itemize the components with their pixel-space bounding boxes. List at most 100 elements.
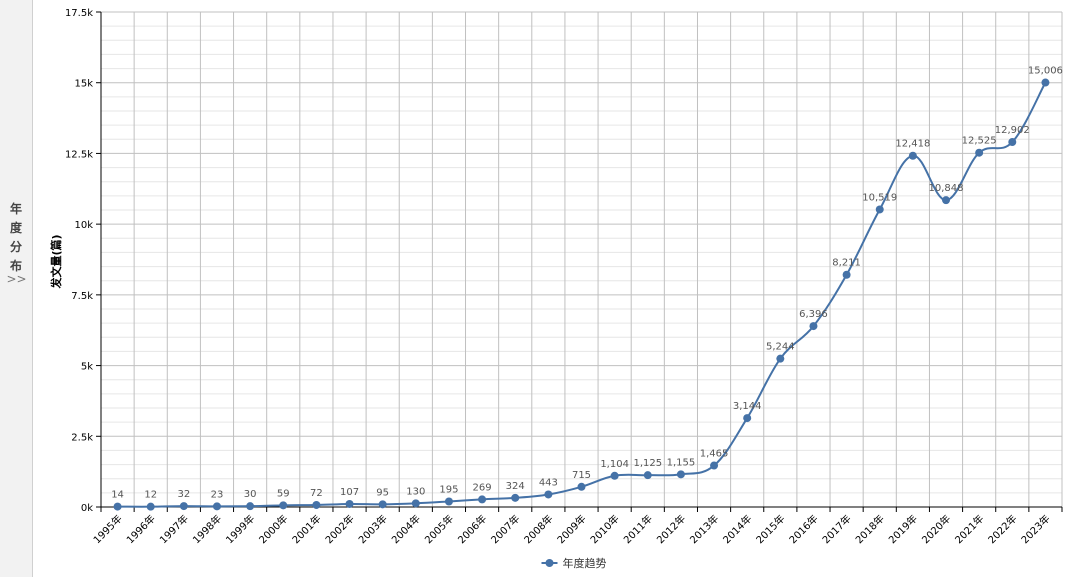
axes	[100, 12, 1062, 508]
legend[interactable]: 年度趋势	[541, 556, 607, 570]
x-tick-label: 2014年	[720, 512, 754, 546]
data-labels: 14 12 32 23 30 59 72 107 95 130 195 269 324 443 715 1,1…	[111, 66, 1063, 501]
data-point[interactable]	[577, 482, 586, 491]
data-label: 12,418	[895, 139, 930, 150]
data-point[interactable]	[511, 493, 520, 502]
data-label: 14	[111, 490, 124, 501]
tab-char: 年	[9, 202, 23, 216]
tab-char: 布	[9, 259, 23, 273]
data-label: 8,211	[832, 258, 861, 269]
data-point[interactable]	[743, 414, 752, 423]
x-tick-label: 2011年	[621, 512, 655, 546]
data-point[interactable]	[809, 322, 818, 331]
x-tick-label: 2020年	[919, 512, 953, 546]
data-point[interactable]	[1041, 78, 1050, 87]
data-point[interactable]	[312, 500, 321, 509]
x-tick-label: 2009年	[554, 512, 588, 546]
x-tick-label: 1996年	[124, 512, 158, 546]
data-label: 10,848	[929, 183, 964, 194]
data-label: 1,104	[600, 459, 629, 470]
y-tick-label: 10k	[74, 220, 93, 231]
data-label: 195	[439, 484, 458, 495]
series-line	[117, 82, 1047, 508]
data-point[interactable]	[444, 497, 453, 506]
y-tick-label: 15k	[74, 79, 93, 90]
data-point[interactable]	[246, 502, 255, 511]
data-label: 12	[144, 490, 157, 501]
x-tick-label: 2008年	[521, 512, 555, 546]
x-tick-label: 2001年	[289, 512, 323, 546]
x-tick-label: 2017年	[819, 512, 853, 546]
x-tick-label: 2006年	[455, 512, 489, 546]
x-tick-label: 2000年	[256, 512, 290, 546]
x-tick-label: 2010年	[587, 512, 621, 546]
legend-label: 年度趋势	[563, 556, 607, 570]
data-label: 10,519	[862, 192, 897, 203]
data-point[interactable]	[610, 471, 619, 480]
x-axis-ticks: 1995年 1996年 1997年 1998年 1999年 2000年 2001年 2002年…	[90, 507, 1063, 546]
x-tick-label: 1999年	[223, 512, 257, 546]
tab-char: 分	[9, 240, 23, 254]
data-point[interactable]	[146, 502, 155, 511]
x-tick-label: 1995年	[90, 512, 124, 546]
data-point[interactable]	[478, 495, 487, 504]
data-label: 12,525	[962, 136, 997, 147]
y-axis-title: 发文量(篇)	[49, 234, 63, 289]
data-point[interactable]	[345, 499, 354, 508]
data-point[interactable]	[411, 499, 420, 508]
minor-grid	[101, 25, 1062, 494]
x-tick-label: 2013年	[687, 512, 721, 546]
data-label: 443	[539, 477, 558, 488]
data-label: 12,902	[995, 125, 1030, 136]
x-tick-label: 2004年	[389, 512, 423, 546]
expand-chevron-icon[interactable]: >>	[6, 272, 27, 286]
data-label: 130	[406, 486, 425, 497]
data-point[interactable]	[113, 502, 122, 511]
y-tick-label: 0k	[81, 503, 93, 514]
data-label: 6,396	[799, 309, 828, 320]
data-label: 1,155	[667, 457, 696, 468]
y-tick-label: 7.5k	[71, 291, 93, 302]
year-distribution-tab[interactable]: 年 度 分 布 >>	[0, 0, 33, 577]
x-tick-label: 1997年	[157, 512, 191, 546]
data-point[interactable]	[710, 461, 719, 470]
data-point[interactable]	[676, 470, 685, 479]
data-point[interactable]	[179, 502, 188, 511]
data-label: 1,465	[700, 449, 729, 460]
y-tick-label: 5k	[81, 362, 93, 373]
data-points[interactable]	[113, 78, 1050, 511]
x-tick-label: 2016年	[786, 512, 820, 546]
x-tick-label: 1998年	[190, 512, 224, 546]
data-label: 95	[376, 487, 389, 498]
data-label: 30	[244, 489, 257, 500]
x-tick-label: 2018年	[853, 512, 887, 546]
data-point[interactable]	[378, 500, 387, 509]
legend-marker-icon	[545, 559, 554, 567]
data-point[interactable]	[776, 354, 785, 363]
data-point[interactable]	[942, 196, 951, 205]
data-point[interactable]	[875, 205, 884, 214]
data-point[interactable]	[279, 501, 288, 510]
data-point[interactable]	[643, 471, 652, 480]
data-point[interactable]	[1008, 138, 1017, 147]
data-label: 32	[177, 489, 190, 500]
x-tick-label: 2002年	[322, 512, 356, 546]
data-point[interactable]	[908, 151, 917, 160]
data-label: 72	[310, 488, 323, 499]
data-label: 324	[506, 481, 525, 492]
y-axis-ticks: 0k 2.5k 5k 7.5k 10k 12.5k 15k 17.5k	[65, 8, 101, 514]
y-tick-label: 2.5k	[71, 432, 93, 443]
x-tick-label: 2023年	[1018, 512, 1052, 546]
data-label: 269	[473, 482, 492, 493]
data-label: 715	[572, 470, 591, 481]
x-tick-label: 2015年	[753, 512, 787, 546]
data-point[interactable]	[212, 502, 221, 511]
data-point[interactable]	[975, 148, 984, 157]
y-tick-label: 12.5k	[65, 149, 93, 160]
data-point[interactable]	[842, 270, 851, 279]
data-point[interactable]	[544, 490, 553, 499]
x-tick-label: 2012年	[654, 512, 688, 546]
x-tick-label: 2007年	[488, 512, 522, 546]
x-tick-label: 2019年	[886, 512, 920, 546]
